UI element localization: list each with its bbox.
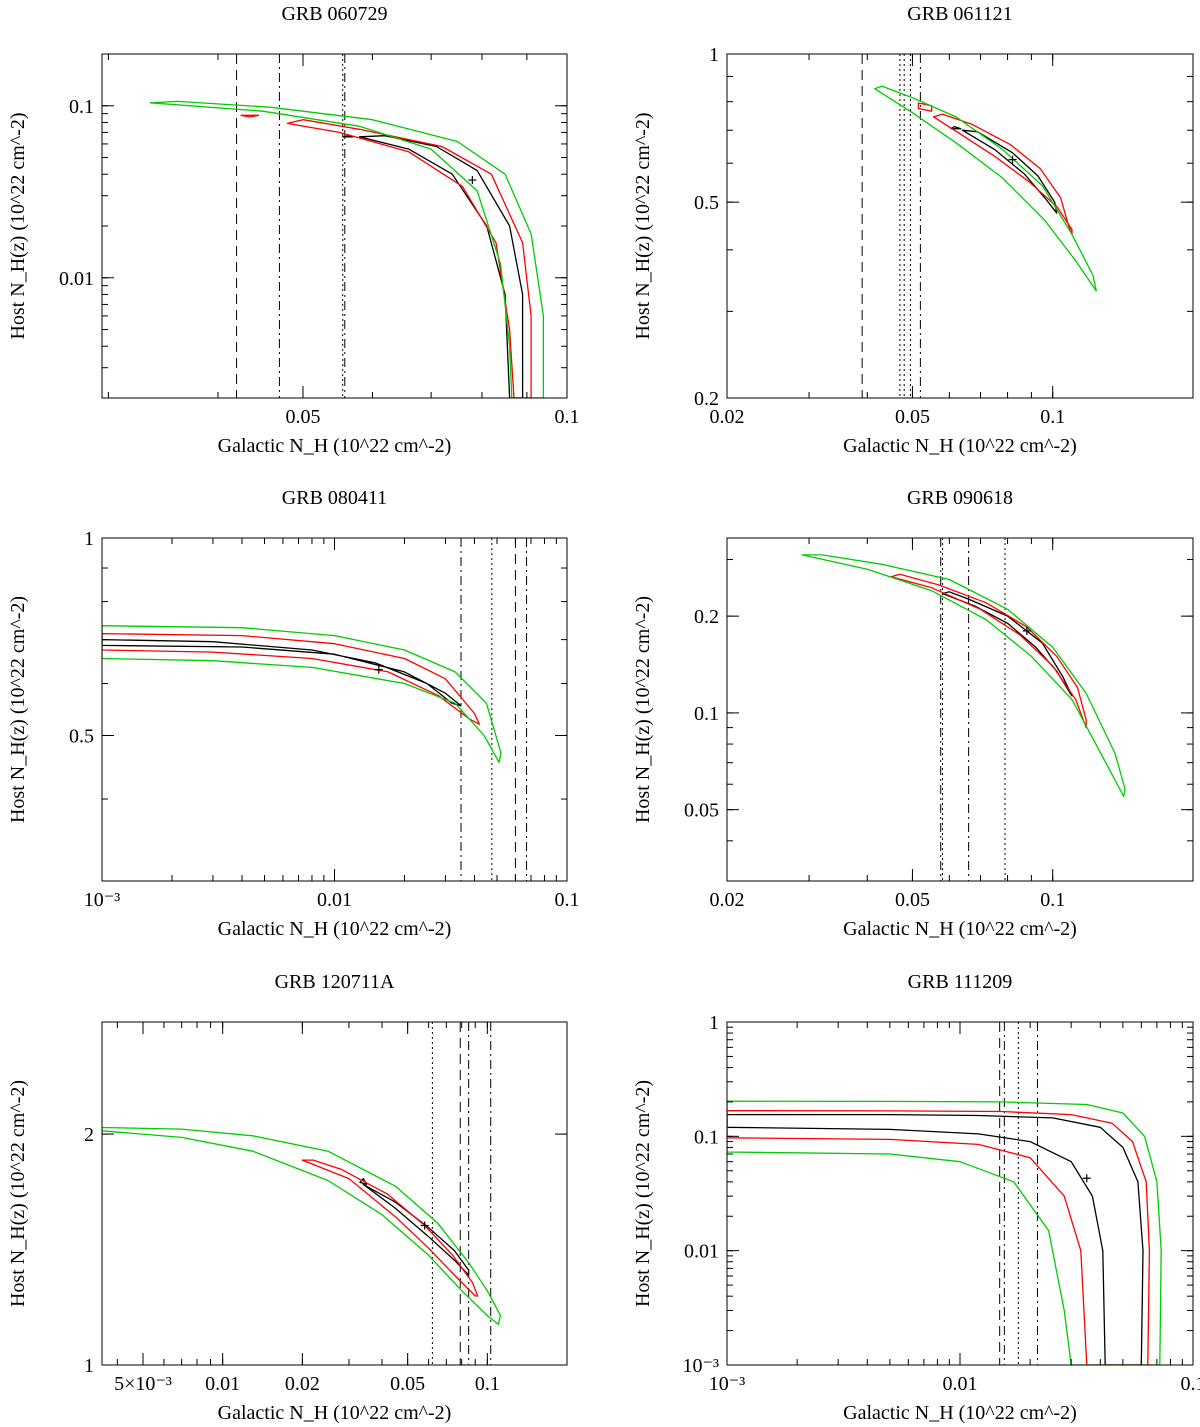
y-tick-label: 1 xyxy=(84,528,94,550)
y-axis-label: Host N_H(z) (10^22 cm^-2) xyxy=(7,112,29,339)
contour-68pct xyxy=(102,638,462,707)
contour-90pct xyxy=(932,113,1073,236)
y-tick-label: 0.1 xyxy=(694,703,719,725)
x-tick-label: 0.1 xyxy=(475,1373,500,1395)
best-fit-marker xyxy=(374,665,383,674)
plot-area xyxy=(727,1022,1162,1365)
x-tick-label: 10⁻³ xyxy=(709,1373,746,1395)
x-tick-label: 0.05 xyxy=(285,406,320,428)
contour-90pct xyxy=(240,114,260,118)
chart-title: GRB 120711A xyxy=(275,971,395,993)
y-tick-label: 0.1 xyxy=(69,96,94,118)
plot-area xyxy=(801,538,1126,881)
y-axis-label: Host N_H(z) (10^22 cm^-2) xyxy=(7,1080,29,1307)
x-axis-label: Galactic N_H (10^22 cm^-2) xyxy=(218,1402,452,1424)
panel-grb-060729: GRB 060729 0.05 0.1 0.01 0.1 Galactic N_H (10… xyxy=(7,3,580,457)
plot-frame xyxy=(101,537,568,882)
contour-99pct xyxy=(102,1126,502,1325)
y-tick-label: 2 xyxy=(84,1124,94,1146)
plot-frame xyxy=(101,53,568,399)
best-fit-marker xyxy=(420,1221,429,1230)
plot-frame xyxy=(726,537,1194,882)
chart-title: GRB 090618 xyxy=(907,487,1013,509)
x-tick-label: 5×10⁻³ xyxy=(114,1373,172,1395)
y-tick-label: 0.5 xyxy=(69,725,94,747)
contour-90pct xyxy=(890,573,1087,729)
y-axis-label: Host N_H(z) (10^22 cm^-2) xyxy=(632,596,654,823)
contour-99pct xyxy=(149,100,545,398)
panel-grb-080411: GRB 080411 10⁻³ 0.01 0.1 0.5 1 Galactic N_H (1… xyxy=(7,487,580,940)
x-tick-label: 0.05 xyxy=(895,406,930,428)
y-tick-label: 0.2 xyxy=(694,606,719,628)
y-tick-label: 0.2 xyxy=(694,388,719,410)
contour-99pct xyxy=(801,554,1126,798)
y-tick-label: 0.5 xyxy=(694,192,719,214)
plot-area xyxy=(149,54,545,398)
y-tick-label: 1 xyxy=(709,44,719,66)
chart-title: GRB 080411 xyxy=(282,487,387,509)
contour-68pct xyxy=(727,1113,1144,1365)
y-tick-label: 0.1 xyxy=(694,1126,719,1148)
x-axis-label: Galactic N_H (10^22 cm^-2) xyxy=(843,1402,1077,1424)
x-tick-label: 0.05 xyxy=(895,889,930,911)
y-tick-label: 0.05 xyxy=(684,800,719,822)
y-tick-label: 10⁻³ xyxy=(682,1355,719,1377)
panel-grb-111209: GRB 111209 10⁻³ 0.01 0.1 10⁻³ 0.01 0.1 1 Galacti… xyxy=(632,971,1200,1424)
x-tick-label: 0.1 xyxy=(1040,889,1065,911)
y-axis-label: Host N_H(z) (10^22 cm^-2) xyxy=(7,596,29,823)
x-tick-label: 0.05 xyxy=(390,1373,425,1395)
plot-area xyxy=(102,1022,502,1365)
x-tick-label: 0.1 xyxy=(555,889,580,911)
contour-99pct xyxy=(874,85,1097,292)
contour-90pct xyxy=(727,1109,1151,1365)
chart-title: GRB 111209 xyxy=(908,971,1013,993)
x-tick-label: 0.1 xyxy=(555,406,580,428)
y-tick-label: 0.01 xyxy=(59,268,94,290)
plot-area xyxy=(861,54,1097,398)
plot-area xyxy=(102,538,528,881)
contour-68pct xyxy=(950,125,962,130)
panel-grb-120711a: GRB 120711A 5×10⁻³ 0.01 0.02 0.05 0.1 1 2 Galact… xyxy=(7,971,568,1424)
plot-frame xyxy=(101,1021,568,1366)
best-fit-marker xyxy=(1022,626,1031,635)
y-tick-label: 1 xyxy=(84,1355,94,1377)
best-fit-marker xyxy=(1008,155,1017,164)
chart-title: GRB 061121 xyxy=(907,3,1012,25)
x-tick-label: 10⁻³ xyxy=(84,889,121,911)
contour-68pct xyxy=(941,591,1073,697)
y-axis-label: Host N_H(z) (10^22 cm^-2) xyxy=(632,1080,654,1307)
contour-99pct xyxy=(727,1100,1162,1365)
contour-99pct xyxy=(102,625,502,763)
contour-90pct xyxy=(917,102,933,112)
y-axis-label: Host N_H(z) (10^22 cm^-2) xyxy=(632,112,654,339)
x-axis-label: Galactic N_H (10^22 cm^-2) xyxy=(218,435,452,457)
contour-90pct xyxy=(286,119,532,398)
x-tick-label: 0.1 xyxy=(1040,406,1065,428)
best-fit-marker xyxy=(468,176,477,185)
contour-68pct xyxy=(358,135,524,398)
y-tick-label: 0.01 xyxy=(684,1241,719,1263)
x-axis-label: Galactic N_H (10^22 cm^-2) xyxy=(843,918,1077,940)
x-tick-label: 0.02 xyxy=(710,406,745,428)
y-tick-label: 1 xyxy=(709,1012,719,1034)
x-axis-label: Galactic N_H (10^22 cm^-2) xyxy=(218,918,452,940)
panel-grb-090618: GRB 090618 0.02 0.05 0.1 0.05 0.1 0.2 Galactic … xyxy=(632,487,1194,940)
plot-frame xyxy=(726,53,1194,399)
x-tick-label: 0.01 xyxy=(317,889,352,911)
best-fit-marker xyxy=(1082,1174,1091,1183)
x-axis-label: Galactic N_H (10^22 cm^-2) xyxy=(843,435,1077,457)
contour-68pct xyxy=(362,1183,470,1276)
contour-90pct xyxy=(301,1159,479,1297)
x-tick-label: 0.1 xyxy=(1181,1373,1200,1395)
chart-title: GRB 060729 xyxy=(281,3,387,25)
x-tick-label: 0.01 xyxy=(205,1373,240,1395)
x-tick-label: 0.02 xyxy=(285,1373,320,1395)
x-tick-label: 0.01 xyxy=(943,1373,978,1395)
x-tick-label: 0.02 xyxy=(710,889,745,911)
plot-frame xyxy=(726,1021,1194,1366)
contour-90pct xyxy=(102,632,481,725)
panel-grb-061121: GRB 061121 0.02 0.05 0.1 0.2 0.5 1 Galactic N_H… xyxy=(632,3,1194,457)
